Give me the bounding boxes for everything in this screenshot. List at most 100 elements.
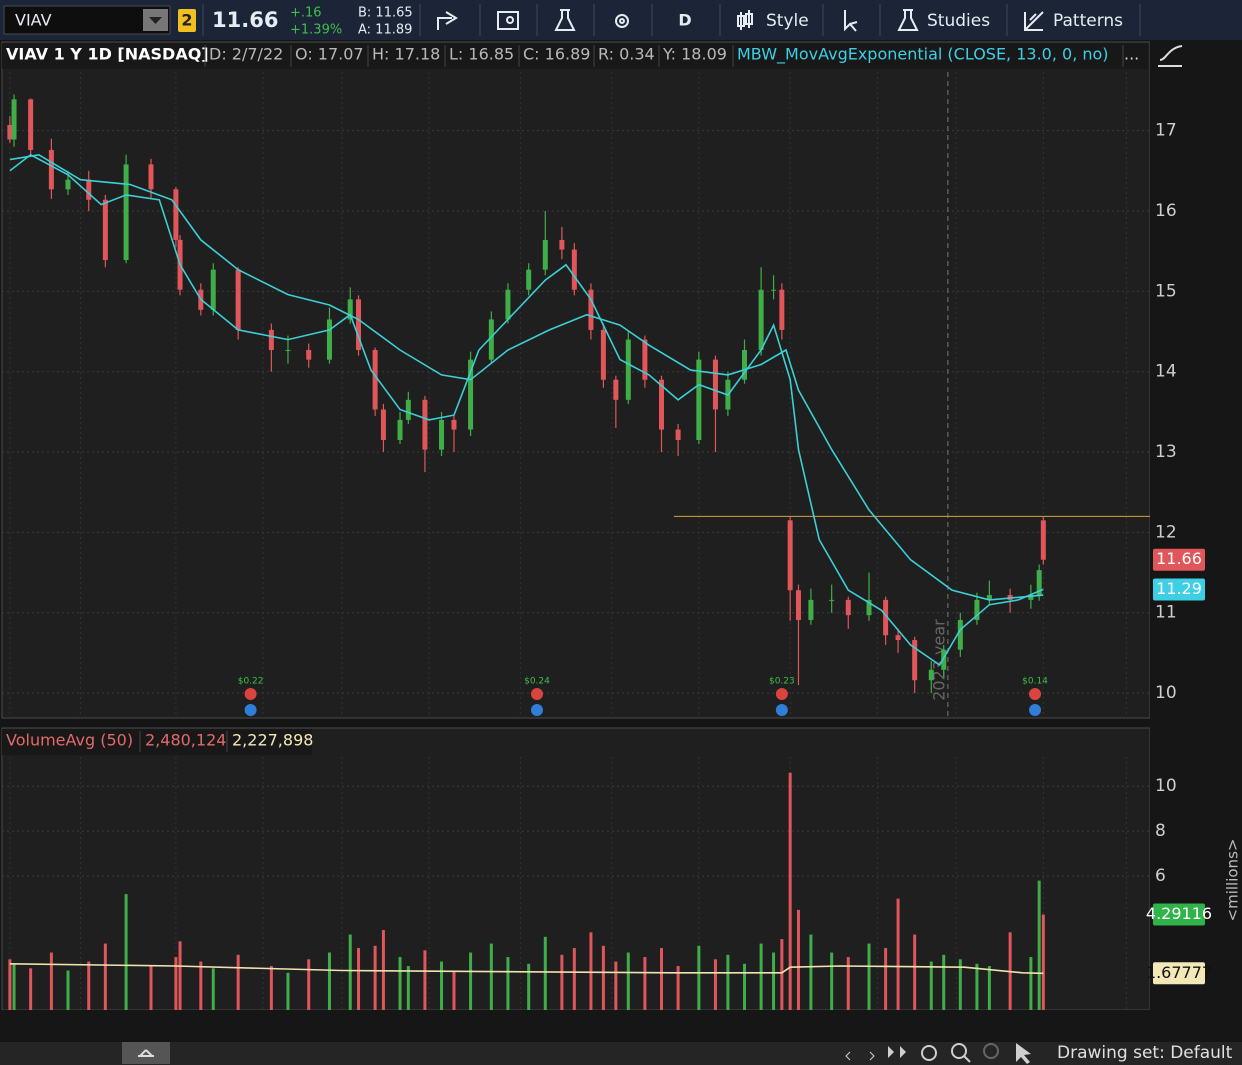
- y-tick-label: 17: [1155, 121, 1177, 141]
- study-label: MBW_MovAvgExponential (CLOSE, 13.0, 0, n…: [737, 45, 1109, 65]
- earnings-icon: [244, 688, 257, 700]
- change-percent: +1.39%: [290, 23, 342, 38]
- volume-bar: [676, 966, 680, 1011]
- volume-tick-label: 6: [1155, 866, 1166, 886]
- ema-line: [9, 153, 1044, 667]
- volume-bar: [643, 957, 647, 1011]
- candle-body: [771, 289, 777, 291]
- scroll-thumb[interactable]: [122, 1042, 170, 1064]
- candle-body: [808, 599, 814, 620]
- toolbar-icons[interactable]: [437, 9, 1044, 32]
- patterns-menu[interactable]: Patterns: [1053, 11, 1123, 31]
- time-axis-area: [0, 1010, 1242, 1040]
- volume-bar: [12, 963, 16, 1011]
- last-price: 11.66: [212, 8, 278, 32]
- volume-bar: [469, 952, 473, 1011]
- bar-info: Y: 18.09: [662, 45, 727, 64]
- candle-body: [696, 359, 702, 440]
- volume-bar: [759, 943, 763, 1011]
- candle-body: [326, 319, 332, 360]
- zoom-controls[interactable]: [845, 1043, 1031, 1064]
- bar-info: O: 17.07: [295, 45, 364, 64]
- volume-bar: [149, 966, 153, 1011]
- change: +.16: [290, 6, 322, 21]
- link-badge[interactable]: [178, 9, 196, 32]
- bar-info: R: 0.34: [598, 45, 655, 64]
- symbol-box[interactable]: [3, 5, 171, 35]
- volume-average-line: [9, 963, 1044, 975]
- value-badge-label: 4.29116: [1146, 904, 1212, 923]
- candle-body: [356, 299, 362, 351]
- volume-reading: 2,227,898: [232, 731, 313, 750]
- volume-bar: [211, 968, 215, 1011]
- volume-bar: [199, 961, 203, 1011]
- candle-body: [845, 599, 851, 616]
- volume-bar: [780, 939, 784, 1011]
- candle-body: [347, 299, 353, 320]
- dividend-icon: [1029, 704, 1042, 716]
- value-badge: [1153, 962, 1205, 985]
- y-tick-label: 15: [1155, 281, 1177, 301]
- candle-body: [613, 379, 619, 400]
- candle-body: [588, 289, 594, 330]
- value-badge: [1153, 903, 1205, 926]
- volume-bar: [124, 894, 128, 1011]
- candle-body: [372, 350, 378, 410]
- volume-bar: [66, 970, 70, 1011]
- studies-menu[interactable]: Studies: [927, 11, 990, 31]
- volume-bar: [796, 909, 800, 1011]
- aggregation[interactable]: D: [678, 11, 691, 30]
- volume-bar: [489, 943, 493, 1011]
- volume-bar: [87, 961, 91, 1011]
- volume-bar: [614, 961, 618, 1011]
- y-tick-label: 10: [1155, 683, 1177, 703]
- volume-bar: [830, 952, 834, 1011]
- value-badge-label: 11.29: [1156, 579, 1202, 598]
- volume-tick-label: 8: [1155, 821, 1166, 841]
- symbol[interactable]: VIAV: [15, 11, 52, 30]
- volume-reading: 2,480,124: [145, 731, 226, 750]
- earnings-icon: [775, 688, 788, 700]
- y-tick-label: 14: [1155, 362, 1177, 382]
- volume-bar: [49, 952, 53, 1011]
- ema-line: [9, 153, 1044, 601]
- header-bar: [2, 43, 1148, 69]
- volume-bar: [772, 952, 776, 1011]
- candle-body: [235, 269, 241, 330]
- volume-unit: <millions>: [1224, 839, 1242, 922]
- volume-bar: [913, 934, 917, 1011]
- candle-body: [268, 329, 274, 351]
- style-icon[interactable]: [1158, 45, 1183, 67]
- candle-body: [439, 419, 445, 450]
- y-tick-label: 12: [1155, 522, 1177, 542]
- volume-bar: [942, 954, 946, 1011]
- volume-bar: [357, 948, 361, 1011]
- dividend-icon: [775, 704, 788, 716]
- candle-body: [7, 125, 13, 140]
- volume-bar: [572, 948, 576, 1011]
- candle-body: [912, 640, 918, 681]
- drawing-set[interactable]: Drawing set: Default: [1057, 1043, 1233, 1063]
- candle-body: [758, 289, 764, 351]
- candle-body: [600, 329, 606, 380]
- volume-bar: [560, 954, 564, 1011]
- candle-body: [468, 359, 474, 430]
- bar-info: L: 16.85: [449, 45, 514, 64]
- header-layer: VIAV 1 Y 1D [NASDAQ] D: 2/7/22 O: 17.07 H: …: [2, 43, 1148, 755]
- y-tick-label: 11: [1155, 603, 1177, 623]
- candle-body: [123, 164, 129, 261]
- style-menu[interactable]: Style: [766, 11, 809, 31]
- y-tick-label: 16: [1155, 201, 1177, 221]
- volume-bar: [867, 943, 871, 1011]
- candle-body: [526, 269, 532, 290]
- earnings-label: $0.23: [769, 677, 795, 687]
- earnings-icon: [530, 688, 543, 700]
- volume-bar: [1041, 914, 1045, 1011]
- candle-body: [974, 599, 980, 620]
- candle-body: [712, 359, 718, 410]
- volume-bar: [452, 970, 456, 1011]
- earnings-label: $0.22: [238, 677, 264, 687]
- volume-bar: [543, 936, 547, 1011]
- volume-bar: [884, 948, 888, 1011]
- volume-bar: [440, 961, 444, 1011]
